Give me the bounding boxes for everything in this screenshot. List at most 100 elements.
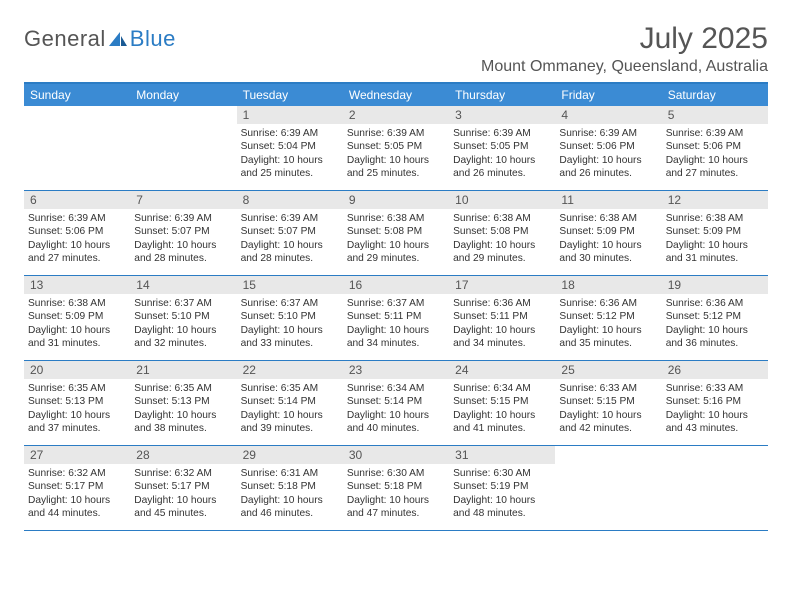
calendar-day: 13Sunrise: 6:38 AMSunset: 5:09 PMDayligh… — [24, 276, 130, 360]
calendar-day: 14Sunrise: 6:37 AMSunset: 5:10 PMDayligh… — [130, 276, 236, 360]
calendar-day: 11Sunrise: 6:38 AMSunset: 5:09 PMDayligh… — [555, 191, 661, 275]
weekday-header: Tuesday — [237, 84, 343, 106]
calendar-day: 15Sunrise: 6:37 AMSunset: 5:10 PMDayligh… — [237, 276, 343, 360]
calendar-day: 9Sunrise: 6:38 AMSunset: 5:08 PMDaylight… — [343, 191, 449, 275]
day-details: Sunrise: 6:32 AMSunset: 5:17 PMDaylight:… — [130, 464, 236, 523]
day-number: 23 — [343, 361, 449, 379]
weekday-header: Saturday — [662, 84, 768, 106]
day-number: 19 — [662, 276, 768, 294]
page-subtitle: Mount Ommaney, Queensland, Australia — [481, 58, 768, 76]
day-details: Sunrise: 6:32 AMSunset: 5:17 PMDaylight:… — [24, 464, 130, 523]
calendar-day — [24, 106, 130, 190]
calendar-day: 24Sunrise: 6:34 AMSunset: 5:15 PMDayligh… — [449, 361, 555, 445]
day-number: 11 — [555, 191, 661, 209]
day-number: 17 — [449, 276, 555, 294]
weekday-header: Friday — [555, 84, 661, 106]
day-details: Sunrise: 6:30 AMSunset: 5:18 PMDaylight:… — [343, 464, 449, 523]
day-number: 3 — [449, 106, 555, 124]
calendar-day: 23Sunrise: 6:34 AMSunset: 5:14 PMDayligh… — [343, 361, 449, 445]
day-number: 12 — [662, 191, 768, 209]
day-number: 9 — [343, 191, 449, 209]
day-number: 26 — [662, 361, 768, 379]
day-details: Sunrise: 6:38 AMSunset: 5:09 PMDaylight:… — [555, 209, 661, 268]
day-details: Sunrise: 6:39 AMSunset: 5:07 PMDaylight:… — [130, 209, 236, 268]
logo-text-2: Blue — [130, 26, 176, 52]
calendar-day: 31Sunrise: 6:30 AMSunset: 5:19 PMDayligh… — [449, 446, 555, 530]
sail-icon — [109, 32, 127, 46]
day-details: Sunrise: 6:35 AMSunset: 5:14 PMDaylight:… — [237, 379, 343, 438]
calendar-day: 6Sunrise: 6:39 AMSunset: 5:06 PMDaylight… — [24, 191, 130, 275]
day-details: Sunrise: 6:39 AMSunset: 5:06 PMDaylight:… — [555, 124, 661, 183]
day-number: 21 — [130, 361, 236, 379]
calendar-day: 25Sunrise: 6:33 AMSunset: 5:15 PMDayligh… — [555, 361, 661, 445]
day-number: 27 — [24, 446, 130, 464]
calendar-day: 4Sunrise: 6:39 AMSunset: 5:06 PMDaylight… — [555, 106, 661, 190]
calendar-week: 6Sunrise: 6:39 AMSunset: 5:06 PMDaylight… — [24, 191, 768, 276]
day-details: Sunrise: 6:37 AMSunset: 5:10 PMDaylight:… — [130, 294, 236, 353]
calendar-day: 29Sunrise: 6:31 AMSunset: 5:18 PMDayligh… — [237, 446, 343, 530]
day-details: Sunrise: 6:38 AMSunset: 5:08 PMDaylight:… — [449, 209, 555, 268]
calendar-day — [130, 106, 236, 190]
calendar-day: 3Sunrise: 6:39 AMSunset: 5:05 PMDaylight… — [449, 106, 555, 190]
day-details: Sunrise: 6:38 AMSunset: 5:08 PMDaylight:… — [343, 209, 449, 268]
calendar-day: 17Sunrise: 6:36 AMSunset: 5:11 PMDayligh… — [449, 276, 555, 360]
logo-text-1: General — [24, 26, 106, 52]
calendar-day: 8Sunrise: 6:39 AMSunset: 5:07 PMDaylight… — [237, 191, 343, 275]
day-details: Sunrise: 6:37 AMSunset: 5:10 PMDaylight:… — [237, 294, 343, 353]
weekday-header-row: SundayMondayTuesdayWednesdayThursdayFrid… — [24, 84, 768, 106]
day-number: 8 — [237, 191, 343, 209]
day-details: Sunrise: 6:39 AMSunset: 5:06 PMDaylight:… — [662, 124, 768, 183]
calendar-day — [555, 446, 661, 530]
calendar-day: 27Sunrise: 6:32 AMSunset: 5:17 PMDayligh… — [24, 446, 130, 530]
day-details: Sunrise: 6:38 AMSunset: 5:09 PMDaylight:… — [24, 294, 130, 353]
page-title: July 2025 — [481, 22, 768, 56]
calendar-day: 21Sunrise: 6:35 AMSunset: 5:13 PMDayligh… — [130, 361, 236, 445]
day-details: Sunrise: 6:30 AMSunset: 5:19 PMDaylight:… — [449, 464, 555, 523]
calendar-day: 16Sunrise: 6:37 AMSunset: 5:11 PMDayligh… — [343, 276, 449, 360]
calendar-day — [662, 446, 768, 530]
day-details: Sunrise: 6:39 AMSunset: 5:05 PMDaylight:… — [449, 124, 555, 183]
calendar-body: 1Sunrise: 6:39 AMSunset: 5:04 PMDaylight… — [24, 106, 768, 531]
weekday-header: Wednesday — [343, 84, 449, 106]
day-number: 2 — [343, 106, 449, 124]
logo: General Blue — [24, 22, 176, 52]
day-details: Sunrise: 6:34 AMSunset: 5:14 PMDaylight:… — [343, 379, 449, 438]
calendar-day: 7Sunrise: 6:39 AMSunset: 5:07 PMDaylight… — [130, 191, 236, 275]
calendar-day: 5Sunrise: 6:39 AMSunset: 5:06 PMDaylight… — [662, 106, 768, 190]
day-number: 31 — [449, 446, 555, 464]
calendar-day: 26Sunrise: 6:33 AMSunset: 5:16 PMDayligh… — [662, 361, 768, 445]
day-number: 16 — [343, 276, 449, 294]
day-details: Sunrise: 6:31 AMSunset: 5:18 PMDaylight:… — [237, 464, 343, 523]
calendar-day: 10Sunrise: 6:38 AMSunset: 5:08 PMDayligh… — [449, 191, 555, 275]
day-number: 7 — [130, 191, 236, 209]
calendar-week: 20Sunrise: 6:35 AMSunset: 5:13 PMDayligh… — [24, 361, 768, 446]
day-number: 28 — [130, 446, 236, 464]
day-number: 18 — [555, 276, 661, 294]
calendar-day: 28Sunrise: 6:32 AMSunset: 5:17 PMDayligh… — [130, 446, 236, 530]
day-details: Sunrise: 6:34 AMSunset: 5:15 PMDaylight:… — [449, 379, 555, 438]
calendar-day: 19Sunrise: 6:36 AMSunset: 5:12 PMDayligh… — [662, 276, 768, 360]
day-details: Sunrise: 6:38 AMSunset: 5:09 PMDaylight:… — [662, 209, 768, 268]
day-number: 4 — [555, 106, 661, 124]
calendar-day: 20Sunrise: 6:35 AMSunset: 5:13 PMDayligh… — [24, 361, 130, 445]
header: General Blue July 2025 Mount Ommaney, Qu… — [24, 22, 768, 76]
weekday-header: Sunday — [24, 84, 130, 106]
day-number: 15 — [237, 276, 343, 294]
calendar-day: 18Sunrise: 6:36 AMSunset: 5:12 PMDayligh… — [555, 276, 661, 360]
day-number: 6 — [24, 191, 130, 209]
day-details: Sunrise: 6:35 AMSunset: 5:13 PMDaylight:… — [24, 379, 130, 438]
calendar-week: 1Sunrise: 6:39 AMSunset: 5:04 PMDaylight… — [24, 106, 768, 191]
day-details: Sunrise: 6:39 AMSunset: 5:04 PMDaylight:… — [237, 124, 343, 183]
day-details: Sunrise: 6:35 AMSunset: 5:13 PMDaylight:… — [130, 379, 236, 438]
calendar-day: 30Sunrise: 6:30 AMSunset: 5:18 PMDayligh… — [343, 446, 449, 530]
day-details: Sunrise: 6:39 AMSunset: 5:07 PMDaylight:… — [237, 209, 343, 268]
calendar-day: 1Sunrise: 6:39 AMSunset: 5:04 PMDaylight… — [237, 106, 343, 190]
calendar-week: 27Sunrise: 6:32 AMSunset: 5:17 PMDayligh… — [24, 446, 768, 531]
day-details: Sunrise: 6:36 AMSunset: 5:11 PMDaylight:… — [449, 294, 555, 353]
day-details: Sunrise: 6:39 AMSunset: 5:06 PMDaylight:… — [24, 209, 130, 268]
day-number: 1 — [237, 106, 343, 124]
calendar-day: 12Sunrise: 6:38 AMSunset: 5:09 PMDayligh… — [662, 191, 768, 275]
day-number: 22 — [237, 361, 343, 379]
day-number: 5 — [662, 106, 768, 124]
day-number: 10 — [449, 191, 555, 209]
